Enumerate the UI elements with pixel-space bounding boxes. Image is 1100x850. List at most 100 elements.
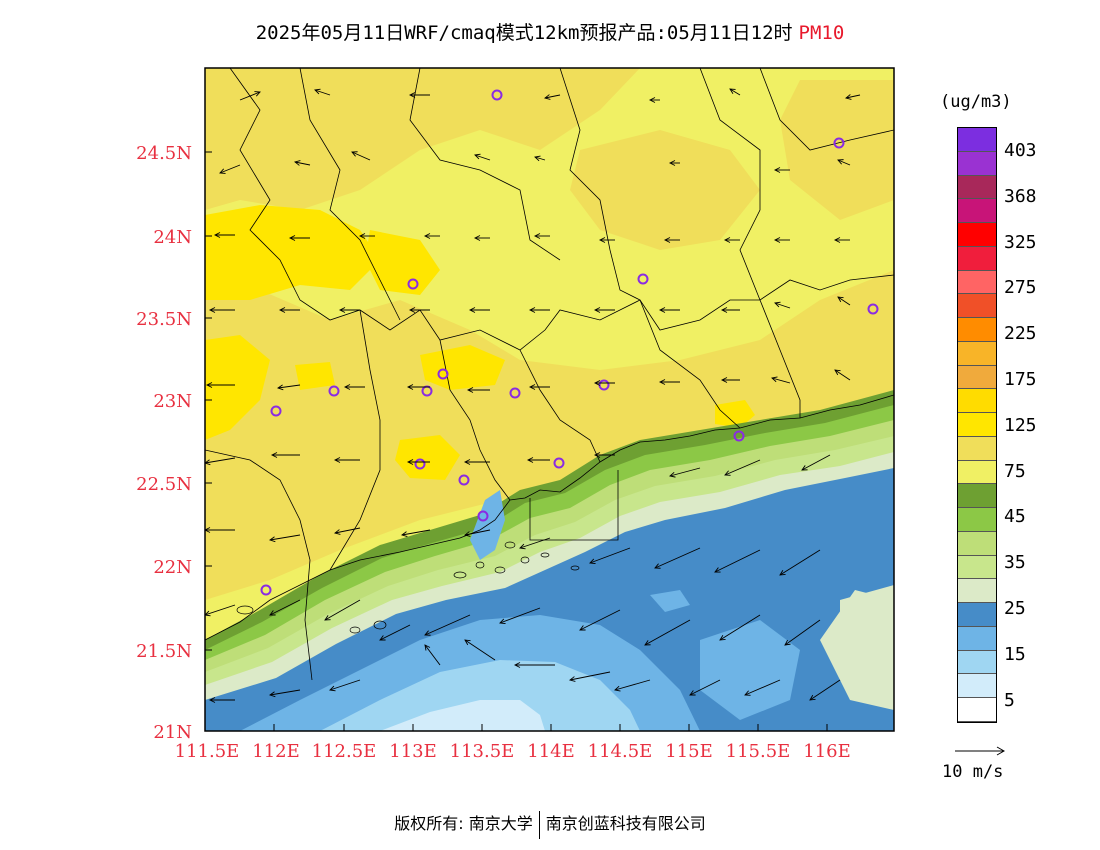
city-marker <box>458 474 470 486</box>
wind-arrow-head <box>720 307 728 313</box>
wind-arrow-head <box>723 237 731 243</box>
wind-arrow <box>324 599 361 621</box>
colorbar-label: 125 <box>1004 414 1037 436</box>
wind-arrow <box>719 614 761 641</box>
lat-label: 22N <box>153 557 192 578</box>
colorbar-segment <box>958 674 996 699</box>
wind-arrow-head <box>423 233 431 239</box>
colorbar-label: 45 <box>1004 506 1026 528</box>
wind-arrow-head <box>424 630 431 636</box>
wind-arrow-head <box>773 167 781 173</box>
axis-ticks <box>204 151 828 732</box>
wind-arrow-head <box>329 685 336 692</box>
colorbar-label: 35 <box>1004 552 1026 574</box>
colorbar-segment <box>958 389 996 414</box>
wind-arrow-head <box>834 369 841 376</box>
colorbar-segment <box>958 413 996 437</box>
wind-arrow <box>269 689 301 696</box>
wind-arrow <box>669 467 701 477</box>
wind-arrow-head <box>288 235 296 241</box>
wind-arrow <box>809 679 841 701</box>
wind-vectors <box>205 88 861 703</box>
wind-arrow-head <box>533 233 541 239</box>
wind-arrow-head <box>809 694 816 701</box>
colorbar-segment <box>958 508 996 532</box>
city-marker <box>477 510 489 522</box>
wind-arrow-head <box>724 470 731 476</box>
wind-arrow-head <box>526 457 534 463</box>
pollutant-label: PM10 <box>798 22 845 44</box>
wind-arrow <box>474 154 491 161</box>
wind-arrow-head <box>270 452 278 458</box>
lon-label: 113E <box>389 741 437 762</box>
wind-arrow-head <box>208 697 216 703</box>
wind-arrow-head <box>719 634 726 641</box>
wind-arrow-head <box>468 307 476 313</box>
colorbar-label: 25 <box>1004 598 1026 619</box>
wind-arrow-head <box>519 543 526 550</box>
wind-arrow <box>779 549 821 576</box>
wind-arrow-head <box>466 387 474 393</box>
wind-arrow-head <box>219 168 226 174</box>
wind-arrow <box>379 624 411 641</box>
wind-arrow-head <box>528 384 536 390</box>
wind-arrow-head <box>343 384 351 390</box>
city-marker <box>328 385 340 397</box>
wind-arrow-head <box>845 94 852 100</box>
wind-arrow <box>334 527 361 534</box>
wind-arrow <box>424 614 471 636</box>
wind-arrow-head <box>833 237 841 243</box>
lon-label: 112E <box>252 741 300 762</box>
wind-arrow-head <box>474 153 481 160</box>
wind-arrow-head <box>314 88 321 95</box>
field-hotspot-7 <box>295 362 335 390</box>
wind-arrow-head <box>277 384 284 391</box>
wind-arrow <box>401 529 431 536</box>
field-hotspot-3 <box>205 335 270 440</box>
field-hotspot-2 <box>365 230 440 295</box>
wind-arrow-head <box>205 382 213 388</box>
wind-arrow-head <box>424 644 431 651</box>
lon-label: 113.5E <box>450 741 515 762</box>
colorbar-segment <box>958 246 996 271</box>
city-marker <box>260 584 272 596</box>
colorbar-segment <box>958 270 996 295</box>
wind-arrow <box>579 609 621 631</box>
field-north-zone <box>205 68 640 210</box>
colorbar-units: (ug/m3) <box>940 92 1012 112</box>
wind-arrow-head <box>589 558 596 565</box>
colorbar-segment <box>958 175 996 200</box>
field-hotspot-west <box>205 205 380 300</box>
city-marker <box>867 303 879 315</box>
title-text: 2025年05月11日WRF/cmaq模式12km预报产品:05月11日12时 <box>255 22 793 44</box>
city-markers <box>260 89 879 596</box>
colorbar-label: 175 <box>1004 369 1037 390</box>
colorbar <box>957 127 997 723</box>
colorbar-label: 225 <box>1004 323 1037 345</box>
wind-reference-arrow <box>955 746 1006 756</box>
wind-arrow-head <box>269 610 276 616</box>
lat-label: 21.5N <box>136 641 192 662</box>
wind-arrow-head <box>408 92 416 98</box>
city-marker <box>491 89 503 101</box>
wind-arrow <box>614 679 651 691</box>
wind-arrow-head <box>663 237 671 243</box>
footer-left: 版权所有: 南京大学 <box>394 814 533 833</box>
colorbar-segment <box>958 128 996 152</box>
wind-arrow-head <box>406 459 414 465</box>
city-marker <box>833 137 845 149</box>
colorbar-segment <box>958 484 996 509</box>
colorbar-segment <box>958 365 996 390</box>
lon-labels: 111.5E 112E 112.5E 113E 113.5E 114E 114.… <box>175 741 851 762</box>
wind-arrow <box>464 529 491 536</box>
band-10 <box>320 660 640 731</box>
wind-arrow <box>774 302 791 309</box>
lat-labels: 24.5N 24N 23.5N 23N 22.5N 22N 21.5N 21N <box>136 143 192 743</box>
lat-label: 24N <box>153 227 192 248</box>
wind-arrow <box>784 619 821 646</box>
lon-label: 116E <box>803 741 851 762</box>
field-central-zone <box>205 270 894 600</box>
wind-arrow <box>424 644 441 666</box>
wind-arrow-head <box>406 384 414 390</box>
